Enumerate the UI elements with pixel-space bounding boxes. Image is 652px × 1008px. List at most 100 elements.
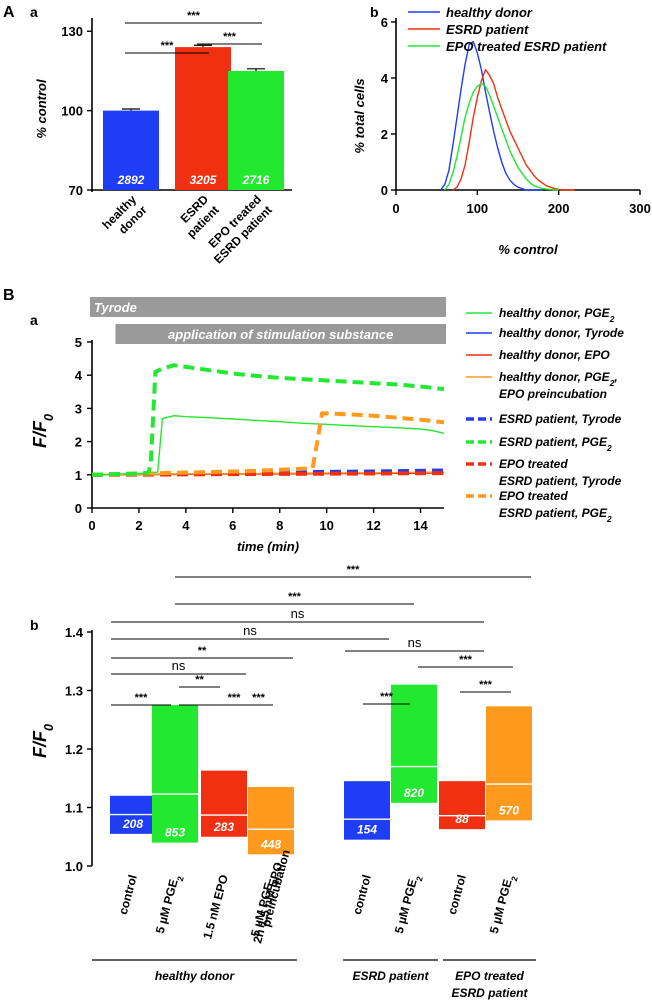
legend-label: EPO treated ESRD patient [446, 39, 607, 54]
stimulus-band [90, 297, 446, 317]
group-label: healthy donor [155, 969, 236, 983]
significance-label: *** [479, 679, 493, 691]
panel-label-B: B [3, 287, 15, 304]
y-tick-label: 6 [381, 15, 388, 30]
y-tick-label: 70 [69, 183, 83, 198]
category-label: 5 µM PGE2 [392, 873, 425, 936]
y-tick-label: 4 [381, 71, 389, 86]
y-tick-label: 2 [381, 127, 388, 142]
bar-count-label: 208 [122, 817, 143, 831]
bar-count-label: 853 [165, 826, 185, 840]
y-axis-label: % total cells [352, 78, 367, 153]
x-tick-label: 6 [229, 518, 236, 533]
y-axis-label: % control [34, 79, 49, 139]
significance-label: *** [459, 654, 473, 666]
category-label: 5 µM PGE2 [487, 873, 520, 936]
category-label: control [445, 873, 469, 916]
y-tick-label: 1.4 [65, 625, 84, 640]
bar [103, 110, 159, 190]
significance-label: *** [252, 692, 266, 704]
significance-label: *** [347, 564, 361, 576]
significance-label: *** [288, 591, 302, 603]
y-axis-label: F/F0 [30, 724, 56, 758]
series-line [444, 82, 559, 191]
bar-count-label: 3205 [190, 173, 217, 187]
stimulus-band [115, 324, 446, 344]
x-tick-label: 300 [629, 201, 651, 216]
panel-label-Ab: b [370, 4, 379, 20]
bar-count-label: 2892 [117, 173, 145, 187]
y-tick-label: 1.2 [65, 742, 83, 757]
y-tick-label: 1.0 [65, 859, 83, 874]
x-tick-label: 200 [548, 201, 570, 216]
y-tick-label: 3 [75, 401, 82, 416]
legend-label: EPO treated ESRD patient, PGE2 [499, 489, 612, 524]
x-tick-label: 10 [319, 518, 333, 533]
bar [228, 70, 284, 190]
x-tick-label: 12 [366, 518, 380, 533]
chart-Bb: 1.0 1.1 1.2 1.3 1.4 F/F0 208 control 853 5 µM PGE… [30, 564, 536, 1000]
legend-label: healthy donor [446, 5, 533, 20]
legend-label: healthy donor, PGE2, EPO preincubation [499, 370, 618, 401]
group-label: ESRD patient [352, 969, 429, 983]
y-tick-label: 1.1 [65, 801, 83, 816]
series-line [440, 40, 543, 191]
series-line [91, 415, 445, 476]
significance-label: *** [380, 691, 394, 703]
bar-count-label: 448 [260, 837, 281, 851]
y-tick-label: 100 [61, 104, 83, 119]
x-tick-label: 100 [466, 201, 488, 216]
range-bar [152, 705, 198, 843]
y-tick-label: 1.3 [65, 684, 83, 699]
significance-label: ** [198, 645, 207, 657]
significance-label: *** [228, 692, 242, 704]
panel-label-A: A [3, 4, 15, 21]
chart-Ba: Tyrode application of stimulation substan… [30, 297, 624, 554]
bar-count-label: 88 [455, 812, 469, 826]
chart-Ab: 0 2 4 6 0 100 200 300 % control % total cells heal… [352, 5, 651, 257]
category-label: 5 µM PGE2,2h 1.5 nM EPOpreincubation [246, 846, 292, 946]
significance-label: *** [161, 40, 175, 52]
y-tick-label: 4 [75, 368, 83, 383]
legend-label: healthy donor, Tyrode [499, 326, 624, 340]
significance-label: ns [243, 623, 257, 638]
series-line [452, 68, 575, 191]
category-label: control [350, 873, 374, 916]
legend-label: ESRD patient [446, 22, 529, 37]
bar [175, 47, 231, 190]
panel-label-Bb: b [30, 617, 39, 633]
legend-label: healthy donor, EPO [499, 348, 610, 362]
y-tick-label: 130 [61, 24, 83, 39]
y-tick-label: 5 [75, 335, 82, 350]
significance-label: *** [187, 10, 201, 22]
range-bar [486, 706, 532, 821]
significance-label: ns [172, 658, 186, 673]
legend-label: EPO treated ESRD patient, Tyrode [499, 457, 622, 488]
category-label: healthydonor [100, 192, 150, 242]
category-label: control [116, 873, 140, 916]
panel-label-Ba: a [30, 312, 38, 328]
x-tick-label: 2 [135, 518, 142, 533]
y-tick-label: 1 [75, 468, 82, 483]
significance-label: ns [291, 606, 305, 621]
bar-count-label: 154 [357, 823, 377, 837]
bar-count-label: 570 [499, 803, 519, 817]
panel-label-Aa: a [30, 4, 38, 20]
bar-count-label: 283 [213, 820, 234, 834]
legend-label: ESRD patient, Tyrode [499, 412, 622, 426]
series-line [91, 411, 445, 477]
y-tick-label: 2 [75, 435, 82, 450]
significance-label: ns [408, 635, 422, 650]
category-label: 1.5 nM EPO [200, 873, 231, 940]
bar-count-label: 820 [404, 786, 424, 800]
stimulus-band-label: application of stimulation substance [168, 327, 393, 342]
x-axis-label: time (min) [237, 539, 299, 554]
range-bar [439, 781, 485, 830]
y-tick-label: 0 [75, 501, 82, 516]
significance-label: *** [135, 692, 149, 704]
x-tick-label: 8 [276, 518, 283, 533]
significance-label: ** [195, 674, 204, 686]
x-tick-label: 0 [392, 201, 399, 216]
series-line [91, 363, 445, 477]
